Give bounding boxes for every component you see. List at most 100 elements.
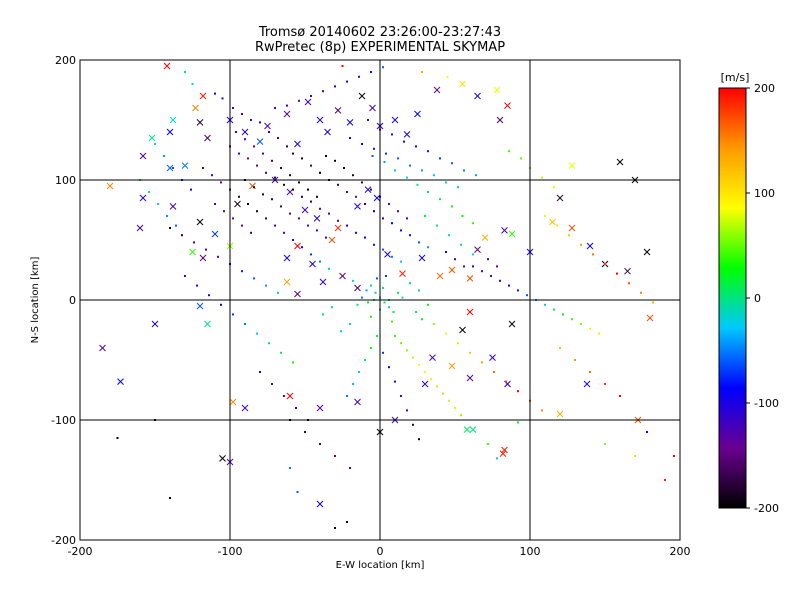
- scatter-point-dot: [355, 231, 357, 234]
- scatter-point-dot: [373, 210, 375, 213]
- scatter-point-dot: [235, 131, 237, 133]
- scatter-point-dot: [346, 224, 348, 227]
- scatter-point-dot: [439, 198, 441, 201]
- scatter-point-dot: [319, 443, 321, 445]
- scatter-point-dot: [163, 155, 165, 157]
- scatter-point-dot: [205, 248, 207, 251]
- scatter-point-x: [556, 194, 564, 202]
- scatter-point-dot: [604, 383, 606, 385]
- scatter-point-dot: [409, 164, 411, 167]
- scatter-point-dot: [238, 195, 240, 198]
- scatter-point-dot: [616, 272, 618, 275]
- scatter-point-x: [166, 128, 174, 136]
- scatter-point-dot: [463, 169, 465, 172]
- scatter-point-dot: [310, 164, 312, 167]
- scatter-point-dot: [370, 315, 372, 318]
- scatter-point-dot: [319, 260, 321, 263]
- scatter-point-dot: [334, 455, 336, 457]
- scatter-point-dot: [232, 107, 234, 109]
- scatter-point-dot: [673, 455, 675, 457]
- scatter-point-dot: [259, 371, 261, 373]
- scatter-point-x: [256, 138, 264, 145]
- scatter-point-x: [421, 380, 429, 388]
- colorbar-unit: [m/s]: [721, 71, 750, 84]
- scatter-point-x: [414, 110, 421, 118]
- scatter-point-x: [466, 308, 474, 316]
- scatter-point-dot: [370, 188, 372, 191]
- scatter-point-x: [429, 354, 436, 361]
- scatter-point-dot: [493, 371, 495, 373]
- scatter-point-dot: [289, 174, 291, 177]
- scatter-point-dot: [416, 183, 419, 186]
- scatter-point-x: [384, 251, 391, 258]
- scatter-point-dot: [166, 215, 168, 217]
- scatter-point-dot: [352, 383, 354, 385]
- scatter-point-dot: [253, 145, 255, 148]
- scatter-point-x: [586, 242, 594, 250]
- scatter-point-dot: [460, 414, 462, 417]
- scatter-point-x: [549, 218, 556, 226]
- scatter-point-dot: [241, 113, 243, 115]
- scatter-point-x: [493, 86, 501, 94]
- scatter-point-x: [436, 272, 444, 280]
- scatter-point-x: [459, 326, 466, 334]
- scatter-point-dot: [301, 195, 303, 198]
- scatter-point-dot: [400, 260, 402, 263]
- scatter-point-dot: [352, 174, 354, 177]
- scatter-point-dot: [208, 294, 210, 297]
- scatter-point-dot: [371, 155, 374, 157]
- x-tick-label: 100: [520, 545, 541, 558]
- scatter-point-x: [364, 186, 372, 193]
- scatter-point-dot: [346, 395, 348, 397]
- scatter-point-dot: [268, 131, 270, 133]
- scatter-point-dot: [214, 92, 216, 95]
- scatter-point-x: [339, 272, 346, 280]
- scatter-point-dot: [346, 191, 348, 193]
- scatter-point-dot: [367, 301, 369, 304]
- scatter-point-dot: [415, 311, 417, 313]
- scatter-point-x: [294, 140, 301, 148]
- scatter-point-dot: [574, 359, 576, 361]
- scatter-point-dot: [256, 210, 258, 213]
- scatter-point-dot: [628, 282, 630, 285]
- scatter-point-x: [196, 218, 204, 226]
- scatter-point-x: [418, 254, 426, 262]
- y-axis-label: N-S location [km]: [30, 257, 41, 344]
- scatter-point-dot: [349, 323, 351, 325]
- scatter-point-x: [504, 102, 511, 109]
- scatter-point-dot: [664, 479, 666, 481]
- y-tick-label: 0: [69, 294, 76, 307]
- scatter-point-dot: [415, 145, 417, 148]
- scatter-point-dot: [191, 83, 194, 85]
- scatter-point-x: [334, 107, 342, 114]
- scatter-point-dot: [421, 71, 423, 73]
- scatter-point-dot: [292, 188, 294, 191]
- scatter-point-dot: [289, 467, 291, 469]
- scatter-point-dot: [580, 243, 582, 246]
- scatter-point-dot: [376, 277, 378, 280]
- scatter-point-dot: [280, 351, 282, 354]
- scatter-point-dot: [280, 205, 282, 208]
- scatter-point-x: [196, 302, 204, 310]
- scatter-point-x: [448, 362, 456, 370]
- scatter-point-dot: [406, 349, 408, 352]
- scatter-point-dot: [439, 157, 441, 160]
- scatter-point-dot: [388, 306, 390, 309]
- scatter-point-x: [169, 203, 177, 210]
- scatter-point-x: [106, 182, 114, 190]
- scatter-point-dot: [283, 183, 285, 186]
- scatter-point-dot: [256, 164, 258, 167]
- scatter-point-dot: [508, 150, 510, 153]
- scatter-point-dot: [397, 291, 399, 294]
- scatter-point-dot: [433, 174, 435, 177]
- colorbar-ticks: 200 100 0 -100 -200: [746, 82, 779, 515]
- scatter-point-dot: [298, 217, 300, 220]
- scatter-point-dot: [490, 275, 492, 277]
- scatter-point-dot: [517, 390, 519, 393]
- scatter-point-dot: [388, 203, 390, 205]
- scatter-point-x: [489, 354, 496, 361]
- scatter-point-x: [163, 62, 171, 70]
- scatter-point-x: [403, 131, 411, 138]
- scatter-point-dot: [457, 342, 459, 345]
- scatter-point-dot: [406, 409, 408, 412]
